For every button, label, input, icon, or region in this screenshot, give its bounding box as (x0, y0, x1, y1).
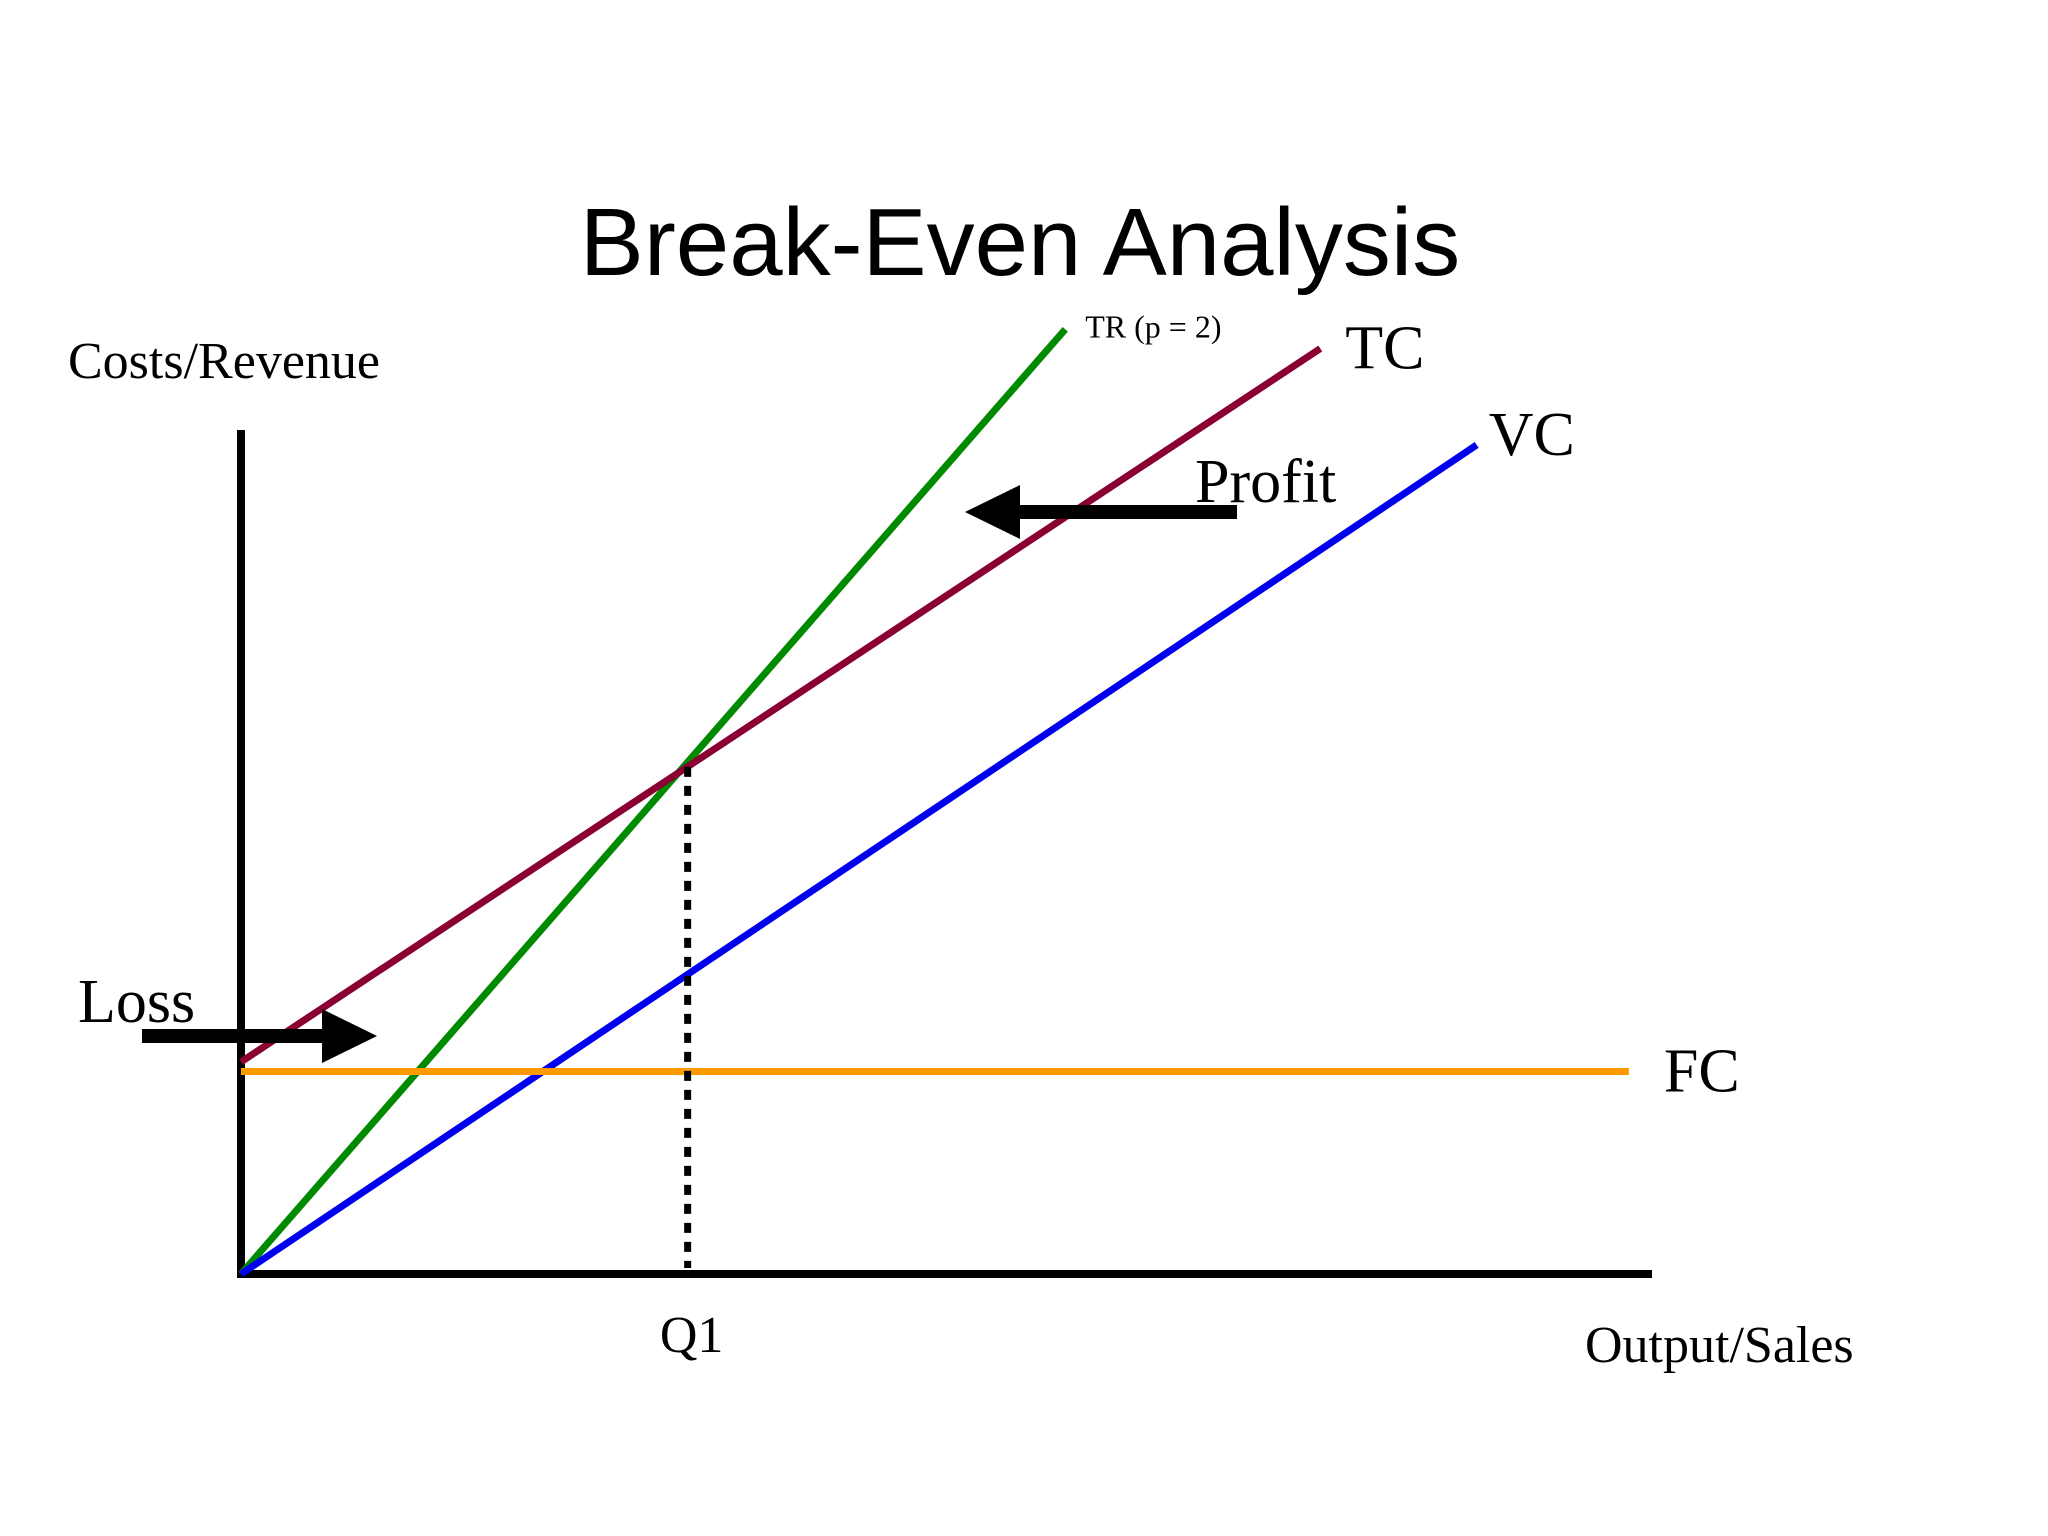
series-line-vc (239, 442, 1479, 1277)
loss-label: Loss (78, 968, 195, 1036)
series-label-tc: TC (1345, 315, 1424, 383)
series-line-tc (239, 345, 1323, 1065)
break-even-label: Q1 (660, 1307, 724, 1364)
loss-arrow (142, 1009, 377, 1063)
x-axis-label: Output/Sales (1585, 1317, 1854, 1374)
profit-arrow (965, 485, 1237, 539)
profit-label: Profit (1195, 448, 1336, 516)
series-label-tr-p-2: TR (p = 2) (1085, 308, 1221, 344)
y-axis-label: Costs/Revenue (68, 333, 380, 390)
series-label-vc: VC (1489, 401, 1575, 469)
series-label-fc: FC (1664, 1038, 1740, 1106)
series-line-tr-p-2 (238, 326, 1068, 1277)
chart-title: Break-Even Analysis (580, 189, 1460, 296)
